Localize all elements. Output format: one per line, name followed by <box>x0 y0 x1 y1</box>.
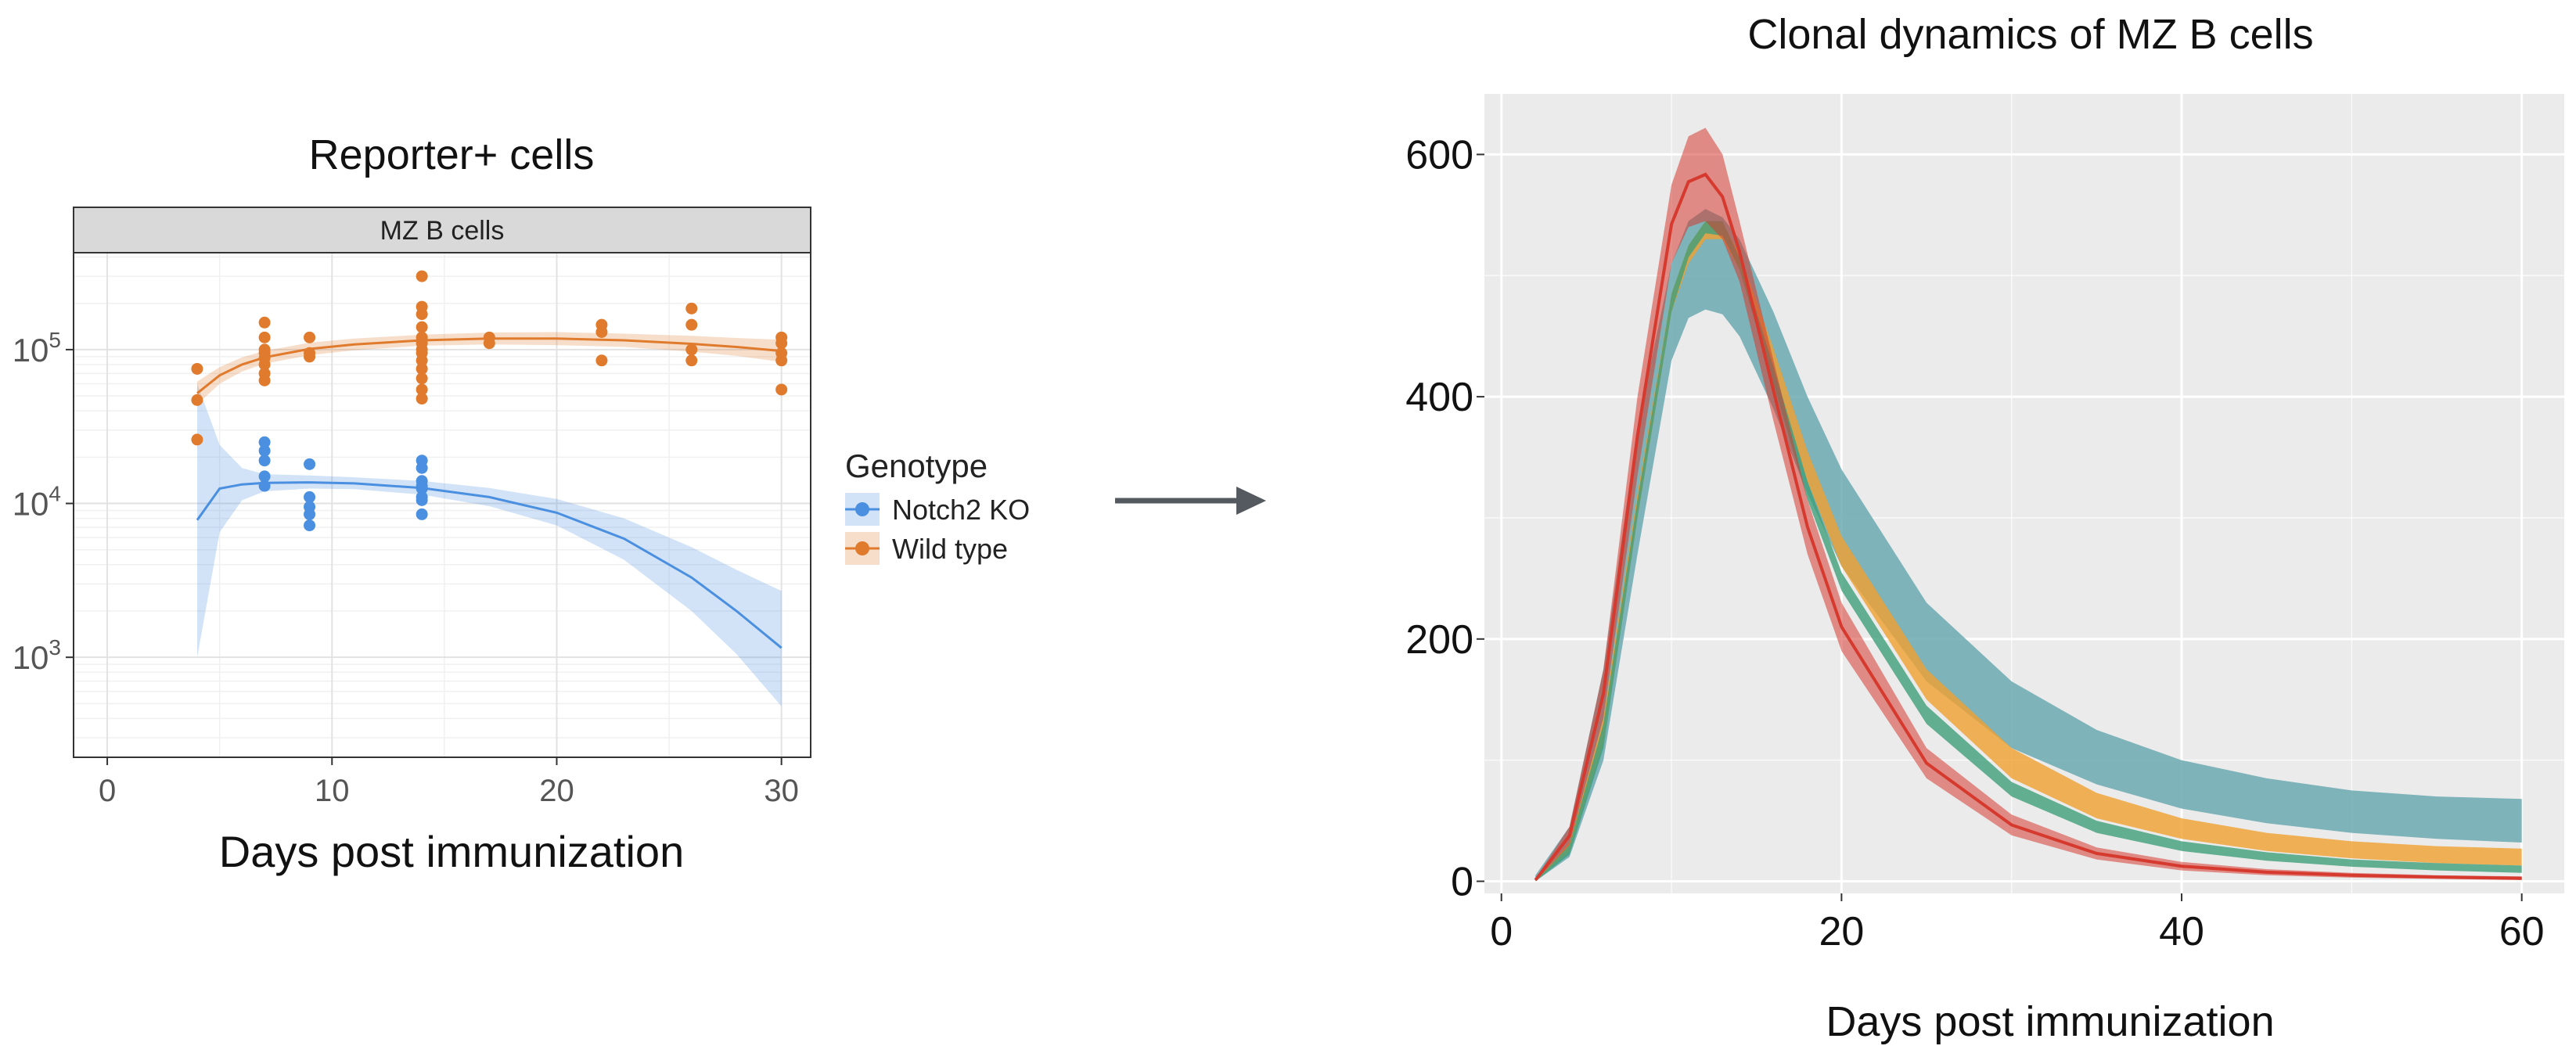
left-x-tick-label: 0 <box>99 774 116 808</box>
legend-key-dot-notch2-ko <box>855 502 869 516</box>
data-point-wild-type <box>258 316 271 329</box>
left-chart-title: Reporter+ cells <box>309 131 595 178</box>
left-y-tick-label: 103 <box>13 635 61 676</box>
right-dynamics-bands <box>1534 128 2522 882</box>
data-point-wild-type <box>304 350 316 363</box>
confidence-band-notch2-ko <box>197 383 782 706</box>
data-point-notch2-ko <box>416 508 428 520</box>
data-point-notch2-ko <box>304 519 316 532</box>
legend-title: Genotype <box>845 447 988 484</box>
left-x-tick-label: 10 <box>315 774 350 808</box>
legend-key-dot-wild-type <box>855 541 869 555</box>
right-y-tick-label: 200 <box>1405 617 1473 663</box>
data-point-wild-type <box>416 362 428 375</box>
left-chart: Reporter+ cells MZ B cells 0 10 20 30 10310… <box>13 131 811 876</box>
left-y-tick-label: 105 <box>13 328 61 368</box>
right-y-tick-label: 0 <box>1451 860 1473 905</box>
legend: Genotype Notch2 KO Wild type <box>845 447 1030 565</box>
data-point-notch2-ko <box>304 508 316 520</box>
legend-label-notch2-ko: Notch2 KO <box>892 494 1030 526</box>
arrow-right-icon <box>1115 487 1266 515</box>
arrow-head <box>1236 487 1266 515</box>
facet-strip-label: MZ B cells <box>380 216 505 246</box>
data-point-wild-type <box>685 318 698 331</box>
right-y-tick-label: 400 <box>1405 375 1473 420</box>
data-point-notch2-ko <box>258 480 271 492</box>
right-x-tick-label: 20 <box>1819 909 1864 954</box>
data-point-wild-type <box>595 354 608 367</box>
legend-item-notch2-ko: Notch2 KO <box>845 493 1030 526</box>
data-point-wild-type <box>191 433 203 446</box>
left-data-points <box>191 270 788 532</box>
data-point-wild-type <box>595 325 608 338</box>
data-point-wild-type <box>685 302 698 314</box>
right-x-tick-label: 0 <box>1490 909 1513 954</box>
left-x-axis-label: Days post immunization <box>219 827 684 876</box>
data-point-wild-type <box>685 354 698 367</box>
data-point-notch2-ko <box>416 494 428 506</box>
data-point-notch2-ko <box>258 436 271 448</box>
data-point-notch2-ko <box>304 491 316 503</box>
data-point-wild-type <box>416 270 428 282</box>
data-point-wild-type <box>416 321 428 333</box>
data-point-wild-type <box>416 372 428 385</box>
left-gridlines <box>74 253 811 757</box>
dynamics-line-red <box>1534 172 2522 882</box>
data-point-wild-type <box>775 383 788 396</box>
right-y-axis: 0 200 400 600 <box>1405 132 1484 905</box>
right-chart: Clonal dynamics of MZ B cells 0 20 40 60 0 2… <box>1405 11 2564 1045</box>
data-point-notch2-ko <box>258 444 271 457</box>
data-point-wild-type <box>258 374 271 386</box>
facet-strip <box>73 207 811 253</box>
left-y-axis: 103 104 105 <box>13 328 74 676</box>
data-point-notch2-ko <box>304 458 316 470</box>
data-point-wild-type <box>416 393 428 405</box>
right-x-axis: 0 20 40 60 <box>1490 893 2545 954</box>
right-gridlines <box>1484 94 2564 893</box>
left-x-tick-label: 20 <box>539 774 574 808</box>
data-point-notch2-ko <box>416 482 428 494</box>
right-chart-title: Clonal dynamics of MZ B cells <box>1747 11 2313 58</box>
data-point-wild-type <box>416 354 428 367</box>
data-point-notch2-ko <box>258 470 271 483</box>
data-point-wild-type <box>258 331 271 343</box>
right-x-tick-label: 60 <box>2499 909 2545 954</box>
right-x-axis-label: Days post immunization <box>1826 998 2274 1045</box>
left-y-tick-label: 104 <box>13 482 61 523</box>
data-point-notch2-ko <box>416 462 428 474</box>
left-x-tick-label: 30 <box>764 774 799 808</box>
left-confidence-bands <box>197 332 782 706</box>
confidence-band-wild-type <box>197 332 782 404</box>
data-point-wild-type <box>483 337 495 350</box>
data-point-wild-type <box>416 308 428 321</box>
legend-item-wild-type: Wild type <box>845 532 1008 565</box>
data-point-wild-type <box>258 358 271 371</box>
data-point-wild-type <box>304 331 316 343</box>
right-x-tick-label: 40 <box>2159 909 2204 954</box>
data-point-notch2-ko <box>258 455 271 467</box>
dynamics-band-orange-band <box>1535 221 2522 882</box>
left-plot-border <box>73 252 811 758</box>
legend-label-wild-type: Wild type <box>892 533 1008 565</box>
left-plot-panel <box>73 252 811 758</box>
right-y-tick-label: 600 <box>1405 132 1473 178</box>
data-point-wild-type <box>191 394 203 406</box>
data-point-wild-type <box>685 343 698 356</box>
data-point-wild-type <box>775 337 788 350</box>
data-point-wild-type <box>775 354 788 367</box>
data-point-wild-type <box>416 383 428 396</box>
data-point-wild-type <box>191 362 203 375</box>
left-x-axis: 0 10 20 30 <box>99 757 799 808</box>
